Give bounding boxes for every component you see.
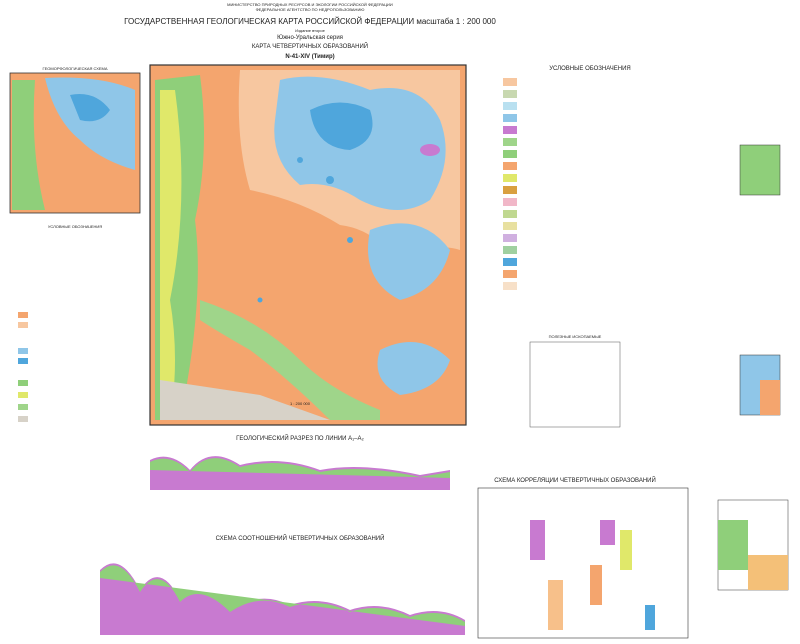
relations-title: СХЕМА СООТНОШЕНИЙ ЧЕТВЕРТИЧНЫХ ОБРАЗОВАН… bbox=[216, 534, 385, 542]
map-title: КАРТА ЧЕТВЕРТИЧНЫХ ОБРАЗОВАНИЙ bbox=[252, 42, 368, 50]
scale: 1 : 200 000 bbox=[290, 401, 311, 406]
agency: ФЕДЕРАЛЬНОЕ АГЕНТСТВО ПО НЕДРОПОЛЬЗОВАНИ… bbox=[256, 7, 365, 12]
geomorph-scheme: ГЕОМОРФОЛОГИЧЕСКАЯ СХЕМА УСЛОВНЫЕ ОБОЗНА… bbox=[9, 66, 141, 229]
ministry: МИНИСТЕРСТВО ПРИРОДНЫХ РЕСУРСОВ И ЭКОЛОГ… bbox=[227, 2, 393, 7]
correlation-table bbox=[477, 487, 789, 639]
geomorph-legend bbox=[18, 312, 28, 422]
minerals-title: ПОЛЕЗНЫЕ ИСКОПАЕМЫЕ bbox=[549, 334, 602, 339]
minerals-table bbox=[529, 341, 621, 428]
series: Южно-Уральская серия bbox=[277, 35, 343, 41]
legend-title: УСЛОВНЫЕ ОБОЗНАЧЕНИЯ bbox=[549, 66, 631, 72]
geomorph-title: ГЕОМОРФОЛОГИЧЕСКАЯ СХЕМА bbox=[42, 66, 107, 71]
section-title: ГЕОЛОГИЧЕСКИЙ РАЗРЕЗ ПО ЛИНИИ А₁–А₂ bbox=[236, 434, 364, 442]
section bbox=[150, 456, 450, 490]
main-map bbox=[149, 64, 467, 426]
relations bbox=[100, 563, 465, 635]
edition: Издание второе bbox=[295, 28, 325, 33]
sheet: N-41-XIV (Тимир) bbox=[285, 54, 334, 60]
correlation-title: СХЕМА КОРРЕЛЯЦИИ ЧЕТВЕРТИЧНЫХ ОБРАЗОВАНИ… bbox=[494, 476, 656, 484]
geomorph-legend-title: УСЛОВНЫЕ ОБОЗНАЧЕНИЯ bbox=[48, 224, 102, 229]
legend-swatches bbox=[503, 78, 781, 416]
title: ГОСУДАРСТВЕННАЯ ГЕОЛОГИЧЕСКАЯ КАРТА РОСС… bbox=[124, 17, 496, 26]
